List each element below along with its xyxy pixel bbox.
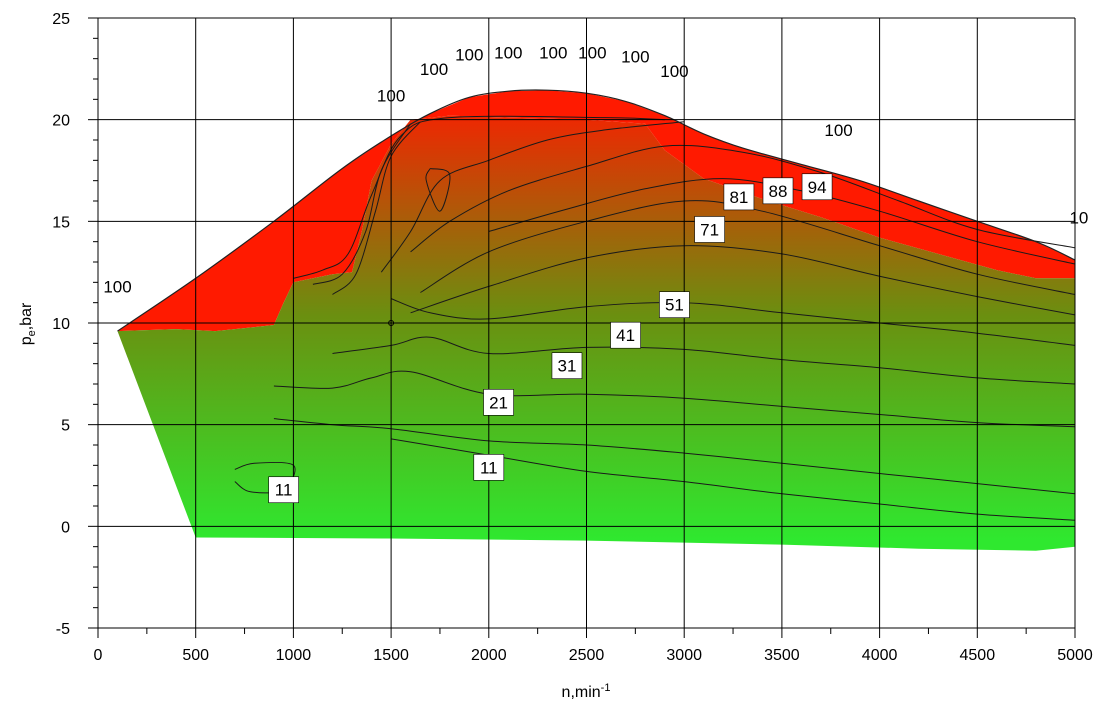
x-tick-label: 4500 — [960, 647, 996, 664]
contour-label-text: 11 — [275, 481, 293, 500]
contour-label-text: 100 — [494, 44, 522, 63]
contour-label-box — [473, 454, 505, 481]
contour-label-text: 100 — [660, 62, 688, 81]
y-tick-label: 15 — [52, 214, 70, 231]
contour-label-box — [801, 173, 833, 201]
contour-line-2 — [312, 123, 412, 285]
y-axis-label-subscript: e — [26, 330, 38, 336]
contour-label: 100 — [377, 86, 405, 105]
contour-line-8 — [410, 245, 1075, 316]
x-tick-label: 3000 — [666, 647, 702, 664]
contour-label: 11 — [473, 454, 505, 481]
contour-label-text: 100 — [539, 44, 567, 63]
x-tick-label: 2000 — [471, 647, 507, 664]
contour-label-text: 51 — [665, 296, 684, 315]
contour-label: 100 — [578, 44, 606, 63]
contour-label-text: 21 — [489, 393, 508, 412]
contour-label: 81 — [723, 183, 755, 211]
y-tick-label: 25 — [52, 11, 70, 28]
y-tick-label: 10 — [52, 316, 70, 333]
high-region-area — [117, 90, 1075, 332]
contour-label-box — [659, 291, 690, 319]
contour-line-15 — [425, 168, 451, 212]
x-tick-label: 0 — [94, 647, 103, 664]
gradient-region-area — [117, 115, 1075, 551]
contour-label: 100 — [660, 62, 688, 81]
contour-label-text: 71 — [700, 220, 719, 239]
y-tick-label: 0 — [61, 519, 70, 536]
contour-label-box — [723, 183, 755, 211]
x-tick-label: 3500 — [764, 647, 800, 664]
x-axis-label-superscript: -1 — [601, 682, 611, 694]
contour-label: 11 — [268, 476, 299, 504]
contour-label: 41 — [610, 321, 641, 349]
contour-label: 88 — [762, 177, 794, 205]
contour-label: 10 — [1069, 208, 1088, 227]
contour-label: 21 — [483, 388, 514, 416]
contour-label: 100 — [539, 44, 567, 63]
y-tick-label: 5 — [61, 418, 70, 435]
x-tick-label: 4000 — [862, 647, 898, 664]
y-tick-labels: -5 0 5 10 15 20 25 — [52, 11, 70, 638]
contour-label-box — [762, 177, 794, 205]
contour-label-text: 81 — [729, 188, 748, 207]
x-tick-label: 500 — [182, 647, 209, 664]
contour-line-3 — [332, 121, 421, 295]
y-axis-label-text: p — [18, 336, 35, 345]
contour-label-text: 100 — [621, 48, 649, 67]
contour-label-text: 10 — [1069, 208, 1088, 227]
upper-boundary-line — [117, 89, 1075, 332]
x-tick-label: 2500 — [569, 647, 605, 664]
contour-labels: 11 11 21 31 41 51 71 81 88 94 100 100 100 100 100 100 10… — [103, 44, 1088, 504]
x-tick-labels: 0 500 1000 1500 2000 2500 3000 3500 4000 4500 5000 — [94, 647, 1093, 664]
contour-label-text: 100 — [103, 277, 131, 296]
contour-label: 94 — [801, 173, 833, 201]
contour-label: 51 — [659, 291, 690, 319]
contour-label: 100 — [621, 48, 649, 67]
contour-label-text: 41 — [616, 326, 635, 345]
contour-label: 100 — [824, 121, 852, 140]
contour-label: 100 — [420, 60, 448, 79]
x-tick-label: 1500 — [373, 647, 409, 664]
contour-label-text: 11 — [480, 458, 498, 477]
contour-line-10 — [332, 336, 1075, 385]
contour-label-text: 100 — [377, 86, 405, 105]
contour-label-box — [268, 476, 299, 504]
contour-label-box — [610, 321, 641, 349]
contour-label-box — [551, 352, 583, 380]
y-axis-label: pe,bar — [18, 302, 38, 345]
contour-label: 100 — [103, 277, 131, 296]
contour-label-text: 100 — [578, 44, 606, 63]
x-axis-label: n,min-1 — [562, 682, 611, 701]
contour-label: 100 — [455, 46, 483, 65]
x-axis-label-text: n,min — [562, 684, 601, 701]
contour-label-text: 100 — [420, 60, 448, 79]
contour-label-box — [694, 216, 725, 243]
y-tick-label: 20 — [52, 113, 70, 130]
contour-label-text: 100 — [824, 121, 852, 140]
contour-label-text: 31 — [557, 357, 576, 376]
contour-label: 31 — [551, 352, 583, 380]
contour-line-11 — [273, 370, 1075, 428]
y-axis-label-suffix: ,bar — [18, 302, 35, 330]
contour-label: 71 — [694, 216, 725, 243]
contour-label: 100 — [494, 44, 522, 63]
contour-label-text: 100 — [455, 46, 483, 65]
x-tick-label: 1000 — [276, 647, 312, 664]
y-tick-label: -5 — [56, 621, 70, 638]
contour-label-box — [483, 388, 514, 416]
contour-line-9 — [390, 298, 1075, 346]
contour-line-5 — [410, 144, 1075, 253]
contour-label-text: 94 — [808, 178, 827, 197]
contour-label-text: 88 — [769, 182, 788, 201]
contour-line-12 — [273, 418, 1075, 495]
x-tick-label: 5000 — [1057, 647, 1093, 664]
tick-marks — [88, 17, 1076, 638]
